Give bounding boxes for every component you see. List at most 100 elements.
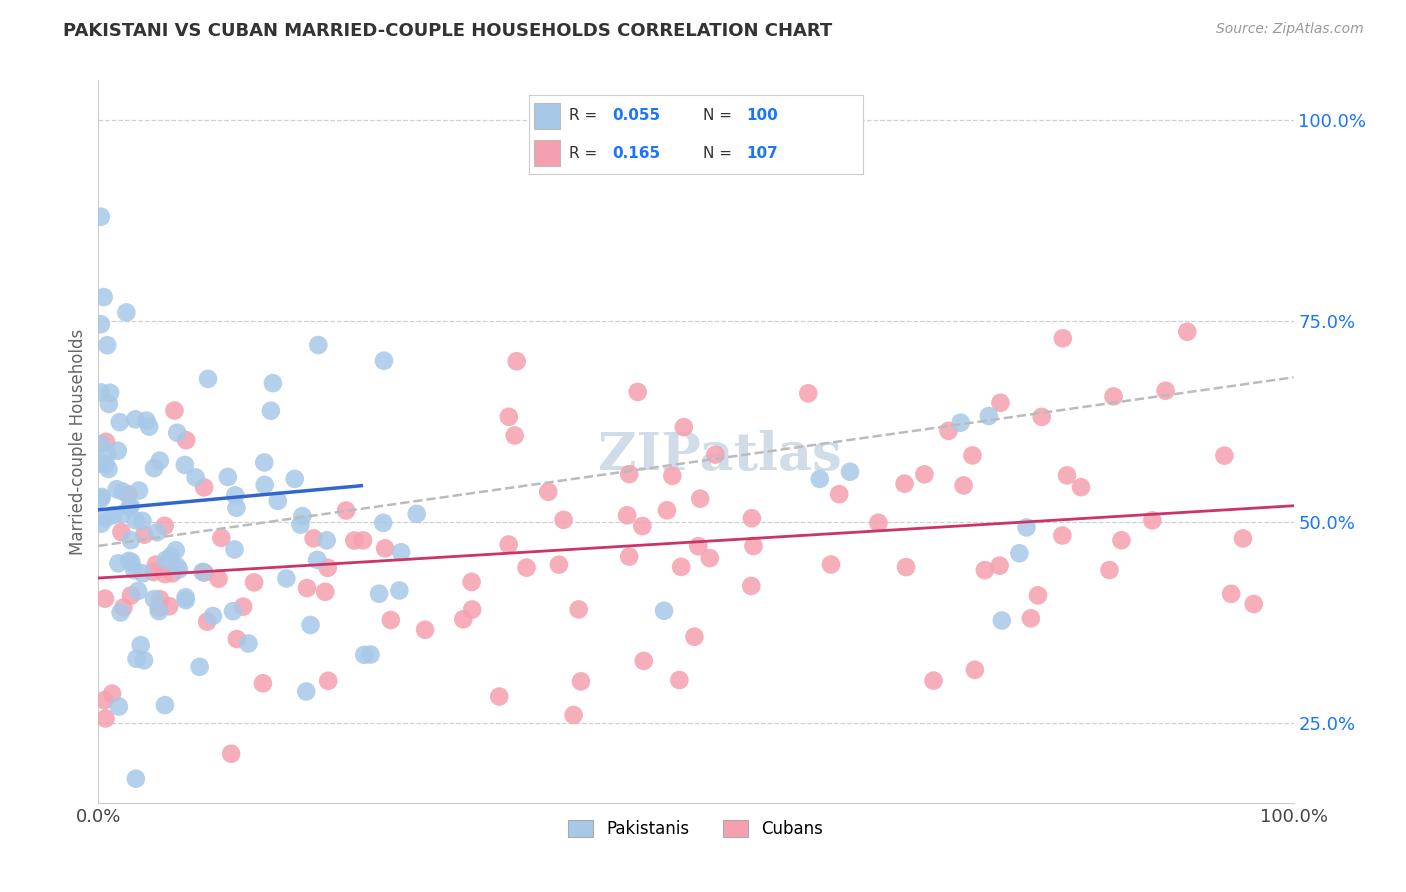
Cubans <box>314 584 336 599</box>
Pakistanis <box>118 500 141 515</box>
Pakistanis <box>315 533 337 548</box>
Pakistanis <box>373 353 395 368</box>
Pakistanis <box>389 545 412 559</box>
Cubans <box>631 519 654 533</box>
Pakistanis <box>90 490 112 504</box>
Pakistanis <box>143 461 166 475</box>
Pakistanis <box>93 290 115 304</box>
Pakistanis <box>105 482 128 496</box>
Cubans <box>633 654 655 668</box>
Pakistanis <box>262 376 284 391</box>
Cubans <box>316 673 339 688</box>
Cubans <box>460 574 482 589</box>
Pakistanis <box>146 525 169 540</box>
Cubans <box>193 480 215 494</box>
Cubans <box>562 708 585 723</box>
Cubans <box>988 558 1011 573</box>
Pakistanis <box>299 618 322 632</box>
Cubans <box>101 687 124 701</box>
Cubans <box>503 428 526 442</box>
Pakistanis <box>174 593 197 607</box>
Pakistanis <box>90 210 112 224</box>
Cubans <box>335 503 357 517</box>
Pakistanis <box>267 494 290 508</box>
Pakistanis <box>111 507 134 521</box>
Pakistanis <box>124 563 146 577</box>
Pakistanis <box>90 491 112 506</box>
Cubans <box>112 600 135 615</box>
Pakistanis <box>307 553 329 567</box>
Pakistanis <box>128 483 150 498</box>
Pakistanis <box>652 604 675 618</box>
Pakistanis <box>1008 546 1031 560</box>
Cubans <box>149 592 172 607</box>
Pakistanis <box>120 499 142 513</box>
Pakistanis <box>217 470 239 484</box>
Pakistanis <box>405 507 427 521</box>
Cubans <box>922 673 945 688</box>
Cubans <box>243 575 266 590</box>
Pakistanis <box>949 416 972 430</box>
Pakistanis <box>1015 520 1038 534</box>
Cubans <box>683 630 706 644</box>
Pakistanis <box>224 542 246 557</box>
Cubans <box>506 354 529 368</box>
Pakistanis <box>111 484 134 499</box>
Cubans <box>148 600 170 615</box>
Pakistanis <box>110 606 132 620</box>
Pakistanis <box>167 562 190 576</box>
Cubans <box>893 476 915 491</box>
Pakistanis <box>166 559 188 574</box>
Cubans <box>252 676 274 690</box>
Cubans <box>219 747 242 761</box>
Cubans <box>1052 331 1074 345</box>
Cubans <box>742 539 765 553</box>
Text: ZIPatlas: ZIPatlas <box>598 431 842 482</box>
Cubans <box>699 551 721 566</box>
Cubans <box>548 558 571 572</box>
Cubans <box>162 566 184 581</box>
Pakistanis <box>143 592 166 607</box>
Pakistanis <box>368 587 391 601</box>
Cubans <box>672 420 695 434</box>
Pakistanis <box>991 614 1014 628</box>
Pakistanis <box>155 553 177 567</box>
Pakistanis <box>90 437 112 451</box>
Cubans <box>1102 389 1125 403</box>
Cubans <box>295 581 318 595</box>
Pakistanis <box>238 636 260 650</box>
Pakistanis <box>290 517 312 532</box>
Cubans <box>1056 468 1078 483</box>
Cubans <box>193 566 215 580</box>
Pakistanis <box>153 698 176 712</box>
Cubans <box>302 532 325 546</box>
Cubans <box>209 531 232 545</box>
Pakistanis <box>115 305 138 319</box>
Cubans <box>1154 384 1177 398</box>
Pakistanis <box>224 488 246 502</box>
Pakistanis <box>120 555 142 569</box>
Cubans <box>1098 563 1121 577</box>
Pakistanis <box>174 591 197 605</box>
Cubans <box>669 559 692 574</box>
Cubans <box>1213 449 1236 463</box>
Cubans <box>668 673 690 687</box>
Pakistanis <box>132 653 155 667</box>
Text: PAKISTANI VS CUBAN MARRIED-COUPLE HOUSEHOLDS CORRELATION CHART: PAKISTANI VS CUBAN MARRIED-COUPLE HOUSEH… <box>63 22 832 40</box>
Pakistanis <box>188 660 211 674</box>
Cubans <box>1232 532 1254 546</box>
Pakistanis <box>276 571 298 585</box>
Cubans <box>153 567 176 582</box>
Cubans <box>453 612 475 626</box>
Cubans <box>616 508 638 523</box>
Cubans <box>134 527 156 541</box>
Pakistanis <box>360 648 382 662</box>
Cubans <box>820 558 842 572</box>
Cubans <box>232 599 254 614</box>
Pakistanis <box>353 648 375 662</box>
Cubans <box>207 572 229 586</box>
Cubans <box>828 487 851 501</box>
Cubans <box>94 434 117 449</box>
Cubans <box>174 433 197 447</box>
Cubans <box>990 396 1012 410</box>
